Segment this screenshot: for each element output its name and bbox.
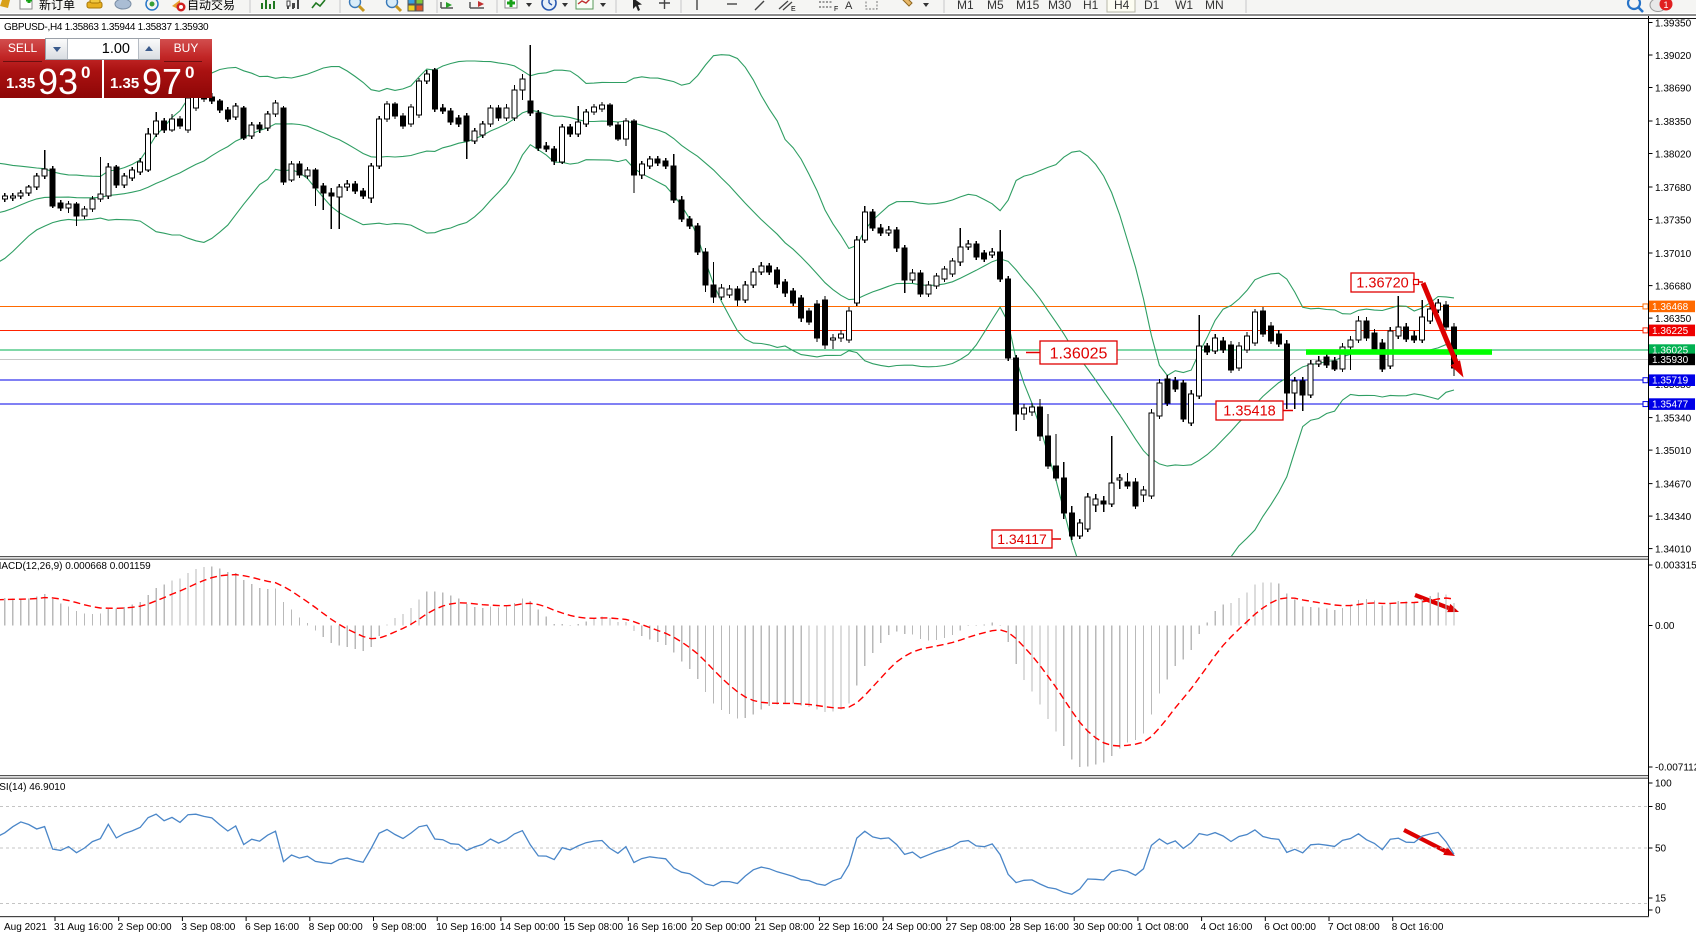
svg-text:MACD(12,26,9) 0.000668 0.00115: MACD(12,26,9) 0.000668 0.001159 bbox=[0, 561, 151, 572]
svg-text:-0.007112: -0.007112 bbox=[1655, 763, 1696, 774]
svg-text:D1: D1 bbox=[1144, 0, 1160, 12]
svg-text:0.00: 0.00 bbox=[1655, 621, 1675, 632]
svg-text:28 Sep 16:00: 28 Sep 16:00 bbox=[1010, 922, 1070, 933]
svg-text:1.39020: 1.39020 bbox=[1655, 51, 1692, 62]
svg-text:1.36350: 1.36350 bbox=[1655, 314, 1692, 325]
svg-text:8 Oct 16:00: 8 Oct 16:00 bbox=[1392, 922, 1444, 933]
svg-text:9 Sep 08:00: 9 Sep 08:00 bbox=[373, 922, 427, 933]
svg-text:F: F bbox=[834, 6, 838, 13]
svg-text:6 Sep 16:00: 6 Sep 16:00 bbox=[245, 922, 299, 933]
svg-text:6 Oct 00:00: 6 Oct 00:00 bbox=[1264, 922, 1316, 933]
svg-text:80: 80 bbox=[1655, 802, 1667, 813]
svg-text:E: E bbox=[791, 6, 796, 13]
svg-text:1.35010: 1.35010 bbox=[1655, 446, 1692, 457]
svg-text:31 Aug 16:00: 31 Aug 16:00 bbox=[54, 922, 113, 933]
svg-text:1.38020: 1.38020 bbox=[1655, 150, 1692, 161]
svg-text:Aug 2021: Aug 2021 bbox=[4, 922, 47, 933]
svg-text:GBPUSD-,H4 1.35863 1.35944 1.: GBPUSD-,H4 1.35863 1.35944 1.35837 1.359… bbox=[4, 22, 209, 33]
svg-text:1.39350: 1.39350 bbox=[1655, 19, 1692, 30]
svg-text:1.36025: 1.36025 bbox=[1050, 345, 1108, 362]
svg-text:4 Oct 16:00: 4 Oct 16:00 bbox=[1201, 922, 1253, 933]
svg-text:100: 100 bbox=[1655, 779, 1672, 790]
svg-text:30 Sep 00:00: 30 Sep 00:00 bbox=[1073, 922, 1133, 933]
svg-text:MN: MN bbox=[1205, 0, 1224, 12]
svg-text:1.37010: 1.37010 bbox=[1655, 249, 1692, 260]
svg-text:A: A bbox=[845, 0, 853, 12]
svg-text:1.36025: 1.36025 bbox=[1652, 346, 1689, 357]
svg-text:1.36468: 1.36468 bbox=[1652, 302, 1689, 313]
svg-text:2 Sep 00:00: 2 Sep 00:00 bbox=[118, 922, 172, 933]
svg-text:16 Sep 16:00: 16 Sep 16:00 bbox=[627, 922, 687, 933]
svg-text:M5: M5 bbox=[987, 0, 1004, 12]
svg-text:1.38350: 1.38350 bbox=[1655, 117, 1692, 128]
svg-text:1.36225: 1.36225 bbox=[1652, 326, 1689, 337]
svg-text:1.36680: 1.36680 bbox=[1655, 282, 1692, 293]
svg-text:1.35340: 1.35340 bbox=[1655, 414, 1692, 425]
svg-text:15: 15 bbox=[1655, 894, 1667, 905]
svg-text:0.003315: 0.003315 bbox=[1655, 561, 1696, 572]
svg-text:自动交易: 自动交易 bbox=[187, 0, 235, 12]
svg-text:1.36720: 1.36720 bbox=[1356, 276, 1408, 292]
svg-text:1.37680: 1.37680 bbox=[1655, 183, 1692, 194]
svg-text:1.38690: 1.38690 bbox=[1655, 84, 1692, 95]
svg-text:1.34670: 1.34670 bbox=[1655, 480, 1692, 491]
svg-text:22 Sep 16:00: 22 Sep 16:00 bbox=[818, 922, 878, 933]
svg-text:24 Sep 00:00: 24 Sep 00:00 bbox=[882, 922, 942, 933]
svg-text:0: 0 bbox=[1655, 906, 1661, 917]
svg-text:8 Sep 00:00: 8 Sep 00:00 bbox=[309, 922, 363, 933]
svg-text:M15: M15 bbox=[1016, 0, 1040, 12]
svg-text:1 Oct 08:00: 1 Oct 08:00 bbox=[1137, 922, 1189, 933]
svg-text:1.35719: 1.35719 bbox=[1652, 376, 1689, 387]
svg-text:10 Sep 16:00: 10 Sep 16:00 bbox=[436, 922, 496, 933]
svg-text:W1: W1 bbox=[1175, 0, 1193, 12]
svg-text:1.34010: 1.34010 bbox=[1655, 545, 1692, 556]
svg-text:20 Sep 00:00: 20 Sep 00:00 bbox=[691, 922, 751, 933]
svg-text:1.35477: 1.35477 bbox=[1652, 400, 1689, 411]
svg-text:27 Sep 08:00: 27 Sep 08:00 bbox=[946, 922, 1006, 933]
svg-text:M30: M30 bbox=[1048, 0, 1072, 12]
svg-text:15 Sep 08:00: 15 Sep 08:00 bbox=[564, 922, 624, 933]
svg-text:1.35418: 1.35418 bbox=[1223, 404, 1275, 420]
svg-text:3 Sep 08:00: 3 Sep 08:00 bbox=[181, 922, 235, 933]
svg-text:1.34117: 1.34117 bbox=[997, 531, 1047, 547]
svg-text:1.37350: 1.37350 bbox=[1655, 216, 1692, 227]
svg-text:新订单: 新订单 bbox=[39, 0, 75, 12]
svg-text:21 Sep 08:00: 21 Sep 08:00 bbox=[755, 922, 815, 933]
svg-text:M1: M1 bbox=[957, 0, 974, 12]
svg-text:1: 1 bbox=[1664, 0, 1669, 10]
svg-text:RSI(14) 46.9010: RSI(14) 46.9010 bbox=[0, 782, 66, 793]
svg-text:14 Sep 00:00: 14 Sep 00:00 bbox=[500, 922, 560, 933]
svg-text:1.34340: 1.34340 bbox=[1655, 512, 1692, 523]
svg-text:50: 50 bbox=[1655, 844, 1667, 855]
svg-text:7 Oct 08:00: 7 Oct 08:00 bbox=[1328, 922, 1380, 933]
svg-text:H4: H4 bbox=[1114, 0, 1130, 12]
svg-text:1.35930: 1.35930 bbox=[1652, 355, 1689, 366]
svg-text:H1: H1 bbox=[1083, 0, 1099, 12]
